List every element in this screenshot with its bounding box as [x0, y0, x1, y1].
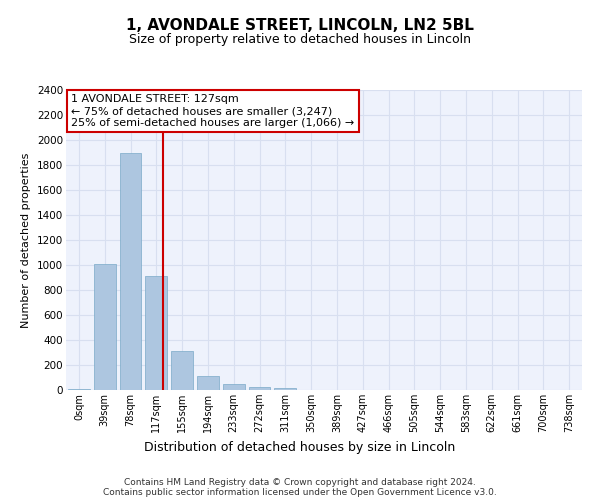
Bar — [248, 387, 271, 390]
Bar — [145, 276, 167, 390]
Y-axis label: Number of detached properties: Number of detached properties — [22, 152, 31, 328]
Text: Contains HM Land Registry data © Crown copyright and database right 2024.
Contai: Contains HM Land Registry data © Crown c… — [103, 478, 497, 497]
Bar — [68, 389, 90, 390]
Bar — [171, 350, 193, 390]
Text: 1 AVONDALE STREET: 127sqm
← 75% of detached houses are smaller (3,247)
25% of se: 1 AVONDALE STREET: 127sqm ← 75% of detac… — [71, 94, 355, 128]
Bar — [274, 388, 296, 390]
Text: 1, AVONDALE STREET, LINCOLN, LN2 5BL: 1, AVONDALE STREET, LINCOLN, LN2 5BL — [126, 18, 474, 32]
Text: Size of property relative to detached houses in Lincoln: Size of property relative to detached ho… — [129, 32, 471, 46]
Bar — [197, 376, 219, 390]
Text: Distribution of detached houses by size in Lincoln: Distribution of detached houses by size … — [145, 441, 455, 454]
Bar — [94, 264, 116, 390]
Bar — [119, 152, 142, 390]
Bar — [223, 384, 245, 390]
